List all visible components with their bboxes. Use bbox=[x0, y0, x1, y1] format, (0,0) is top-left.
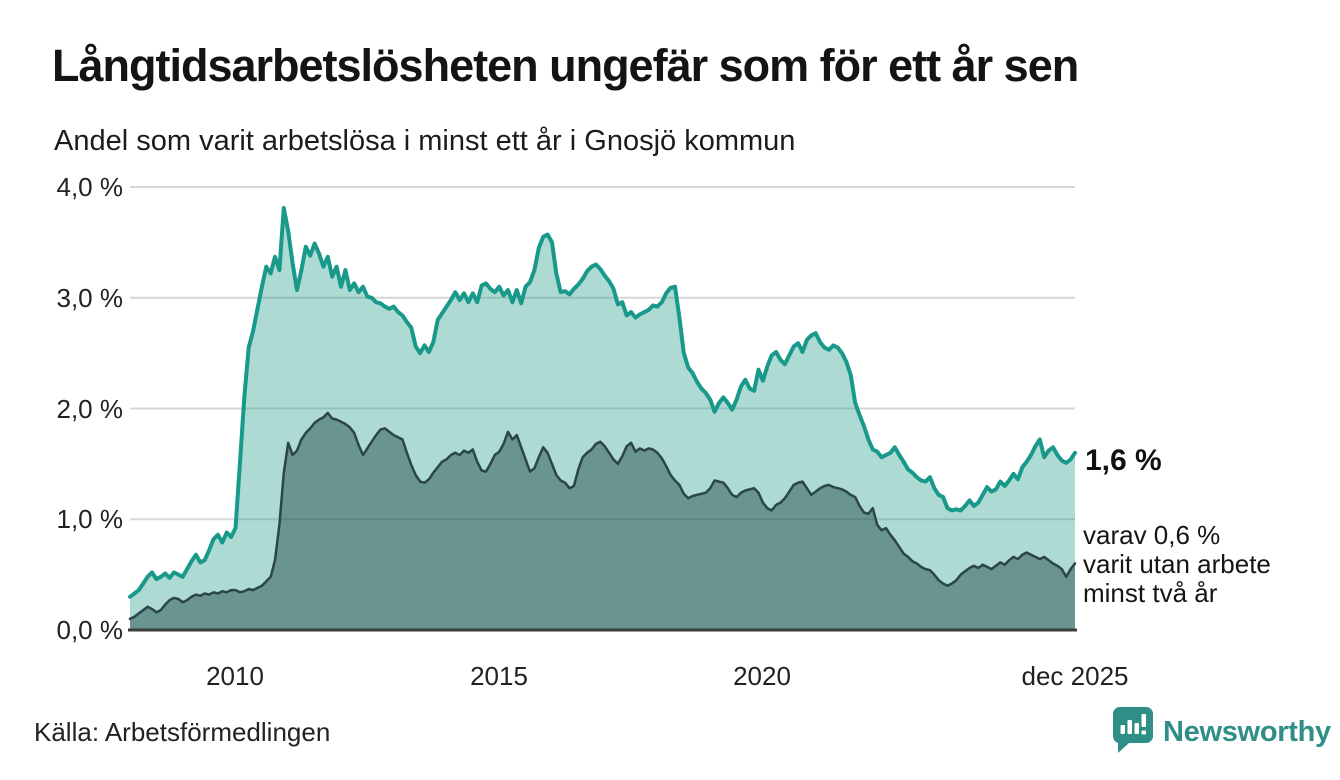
y-axis-label-3: 3,0 % bbox=[56, 283, 124, 313]
chart-subtitle: Andel som varit arbetslösa i minst ett å… bbox=[54, 125, 796, 157]
two-year-annotation-line2: varit utan arbete bbox=[1083, 549, 1271, 579]
y-axis-label-1: 1,0 % bbox=[56, 504, 124, 534]
y-axis-label-2: 2,0 % bbox=[56, 394, 124, 424]
y-axis-label-0: 0,0 % bbox=[56, 615, 124, 645]
x-axis-label-2015: 2015 bbox=[470, 661, 528, 691]
newsworthy-logo-icon bbox=[1112, 706, 1154, 758]
y-axis-label-4: 4,0 % bbox=[56, 172, 124, 202]
two-year-annotation-line1: varav 0,6 % bbox=[1083, 520, 1221, 550]
x-axis-label-dec-2025: dec 2025 bbox=[1021, 661, 1129, 691]
newsworthy-logo: Newsworthy bbox=[1112, 706, 1331, 758]
two-year-annotation: varav 0,6 % varit utan arbete minst två … bbox=[1083, 521, 1271, 608]
x-axis-label-2010: 2010 bbox=[206, 661, 264, 691]
latest-value-label: 1,6 % bbox=[1085, 444, 1162, 477]
newsworthy-logo-text: Newsworthy bbox=[1163, 715, 1331, 748]
source-text: Källa: Arbetsförmedlingen bbox=[34, 717, 331, 747]
x-axis-label-2020: 2020 bbox=[733, 661, 791, 691]
two-year-annotation-line3: minst två år bbox=[1083, 578, 1218, 608]
page-title: Långtidsarbetslösheten ungefär som för e… bbox=[52, 40, 1079, 91]
